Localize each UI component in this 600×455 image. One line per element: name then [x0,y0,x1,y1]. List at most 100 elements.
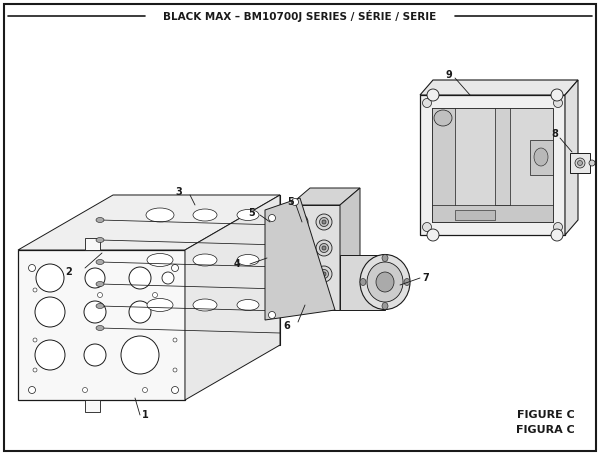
Ellipse shape [35,340,65,370]
Ellipse shape [173,368,177,372]
Text: 5: 5 [248,208,255,218]
Ellipse shape [33,338,37,342]
Ellipse shape [422,222,431,232]
Ellipse shape [367,262,403,302]
Ellipse shape [96,259,104,264]
Ellipse shape [427,89,439,101]
Ellipse shape [434,110,452,126]
Ellipse shape [298,246,302,250]
Ellipse shape [554,222,563,232]
Ellipse shape [320,269,329,278]
Polygon shape [455,210,495,220]
Polygon shape [420,80,578,95]
Ellipse shape [193,299,217,311]
Ellipse shape [269,312,275,318]
Polygon shape [18,195,280,250]
Ellipse shape [296,243,305,253]
Text: 7: 7 [422,273,429,283]
Ellipse shape [269,214,275,222]
Ellipse shape [84,344,106,366]
Polygon shape [432,108,455,222]
Polygon shape [290,205,340,310]
Ellipse shape [551,229,563,241]
Ellipse shape [589,160,595,166]
Ellipse shape [172,386,179,394]
Ellipse shape [36,264,64,292]
Polygon shape [432,108,553,222]
Ellipse shape [320,217,329,227]
Polygon shape [530,140,553,175]
Text: 4: 4 [233,259,240,269]
Ellipse shape [29,264,35,272]
Ellipse shape [296,269,305,278]
Ellipse shape [193,209,217,221]
Ellipse shape [147,253,173,267]
Ellipse shape [97,293,103,298]
Ellipse shape [298,220,302,224]
Ellipse shape [96,217,104,222]
Text: 8: 8 [551,129,558,139]
Polygon shape [85,400,100,412]
Text: BLACK MAX – BM10700J SERIES / SÉRIE / SERIE: BLACK MAX – BM10700J SERIES / SÉRIE / SE… [163,10,437,22]
Ellipse shape [322,246,326,250]
Ellipse shape [320,243,329,253]
Ellipse shape [146,208,174,222]
Ellipse shape [121,336,159,374]
Ellipse shape [143,388,148,393]
Ellipse shape [83,388,88,393]
Ellipse shape [96,238,104,243]
Polygon shape [270,205,290,318]
Polygon shape [290,188,360,205]
Text: 6: 6 [283,321,290,331]
Ellipse shape [360,278,366,285]
Ellipse shape [316,214,332,230]
Ellipse shape [316,266,332,282]
Ellipse shape [292,198,299,206]
Text: 9: 9 [445,70,452,80]
Polygon shape [495,108,510,205]
Polygon shape [185,195,280,400]
Ellipse shape [575,158,585,168]
Ellipse shape [84,301,106,323]
Ellipse shape [152,293,157,298]
Polygon shape [340,255,385,310]
Ellipse shape [554,98,563,107]
Polygon shape [420,95,565,235]
Polygon shape [113,195,280,345]
Ellipse shape [96,282,104,287]
Ellipse shape [35,297,65,327]
Ellipse shape [316,240,332,256]
Polygon shape [565,80,578,235]
Polygon shape [432,205,553,222]
Polygon shape [265,198,335,320]
Text: 5: 5 [287,197,294,207]
Ellipse shape [292,266,308,282]
Ellipse shape [422,98,431,107]
Ellipse shape [33,368,37,372]
Ellipse shape [382,303,388,309]
Ellipse shape [173,338,177,342]
Ellipse shape [96,303,104,308]
Ellipse shape [534,148,548,166]
Ellipse shape [382,254,388,262]
Ellipse shape [298,272,302,276]
Ellipse shape [85,268,105,288]
Ellipse shape [292,240,308,256]
Text: 3: 3 [175,187,182,197]
Ellipse shape [322,272,326,276]
Ellipse shape [292,214,308,230]
Ellipse shape [237,209,259,221]
Ellipse shape [96,325,104,330]
Ellipse shape [237,254,259,266]
Ellipse shape [376,272,394,292]
Ellipse shape [577,161,583,166]
Ellipse shape [33,288,37,292]
Polygon shape [18,250,185,400]
Text: 1: 1 [142,410,149,420]
Ellipse shape [322,220,326,224]
Ellipse shape [404,278,410,285]
Ellipse shape [147,298,173,312]
Polygon shape [85,238,100,250]
Ellipse shape [129,301,151,323]
Ellipse shape [296,217,305,227]
